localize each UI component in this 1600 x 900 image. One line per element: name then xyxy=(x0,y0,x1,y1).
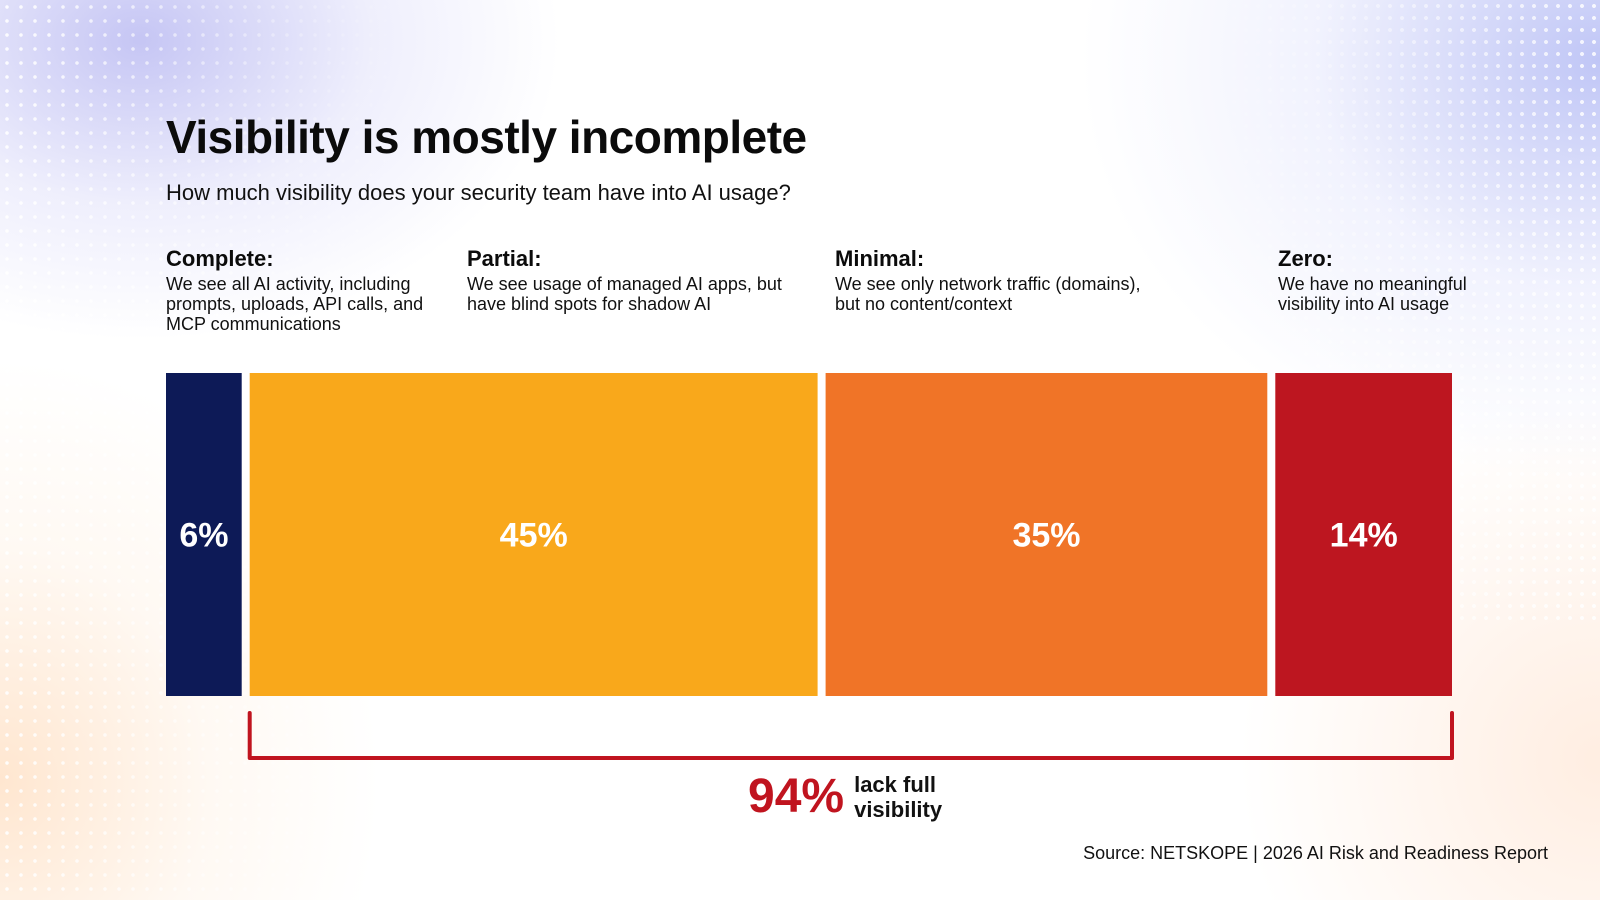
annotation-bracket xyxy=(247,711,1454,760)
category-name-partial: Partial: xyxy=(467,246,542,271)
category-name-complete: Complete: xyxy=(166,246,274,271)
category-description-minimal: We see only network traffic (domains), b… xyxy=(835,274,1141,314)
bar-segment-zero xyxy=(1275,373,1452,696)
category-description-complete: We see all AI activity, including prompt… xyxy=(166,274,424,334)
bar-segment-complete xyxy=(166,373,242,696)
summary-text: lack full visibility xyxy=(854,772,943,822)
bar-segment-partial xyxy=(249,373,818,696)
bar-label-complete: 6% xyxy=(179,517,228,555)
summary-callout: 94% lack full visibility xyxy=(748,772,964,822)
category-partial: Partial: We see usage of managed AI apps… xyxy=(467,246,797,314)
category-zero: Zero: We have no meaningful visibility i… xyxy=(1278,246,1518,314)
category-name-zero: Zero: xyxy=(1278,246,1333,271)
category-description-partial: We see usage of managed AI apps, but hav… xyxy=(467,274,782,314)
summary-value: 94% xyxy=(748,770,845,823)
bar-segment-minimal xyxy=(825,373,1268,696)
category-minimal: Minimal: We see only network traffic (do… xyxy=(835,246,1155,314)
chart-title: Visibility is mostly incomplete xyxy=(166,111,807,163)
category-complete: Complete: We see all AI activity, includ… xyxy=(166,246,436,334)
bar-label-minimal: 35% xyxy=(1012,517,1080,555)
bar-label-zero: 14% xyxy=(1330,517,1398,555)
chart-subtitle: How much visibility does your security t… xyxy=(166,180,791,205)
category-description-zero: We have no meaningful visibility into AI… xyxy=(1278,274,1467,314)
bar-label-partial: 45% xyxy=(500,517,568,555)
category-name-minimal: Minimal: xyxy=(835,246,925,271)
source-note: Source: NETSKOPE | 2026 AI Risk and Read… xyxy=(1083,843,1548,863)
